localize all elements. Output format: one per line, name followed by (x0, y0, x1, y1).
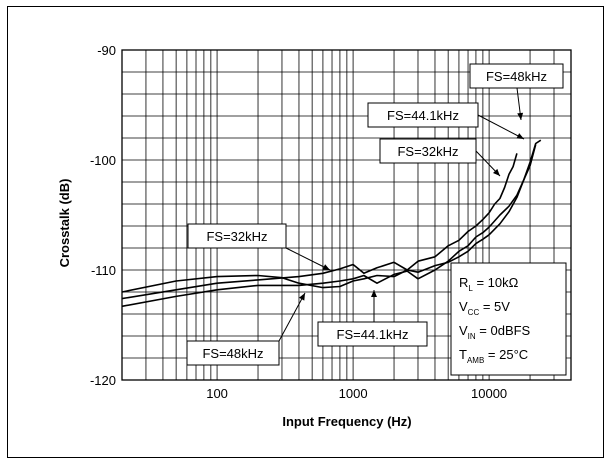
annotation-arrowhead (371, 290, 377, 297)
plot-area (121, 49, 572, 381)
x-tick-label: 1000 (339, 386, 368, 401)
annotation-arrowhead (517, 112, 524, 120)
y-axis-label: Crosstalk (dB) (57, 179, 72, 268)
annotation-box (187, 223, 287, 249)
annotation-leader (285, 247, 331, 271)
annotation-leader (477, 114, 525, 140)
annotation-box (317, 321, 428, 347)
x-tick-label: 100 (206, 386, 228, 401)
y-tick-label: -90 (97, 43, 116, 58)
series-line-3 (121, 139, 542, 293)
condition-rl: RL = 10kΩ (459, 275, 519, 293)
condition-vcc: VCC = 5V (459, 299, 510, 317)
series-line-1 (121, 153, 518, 300)
y-tick-label: -120 (90, 373, 116, 388)
condition-vin: VIN = 0dBFS (459, 323, 531, 341)
series-lines (121, 139, 542, 308)
conditions-box-border (450, 262, 567, 376)
series-line-2 (121, 144, 537, 308)
annotation-arrowhead (322, 264, 330, 270)
annotation-box (379, 138, 477, 164)
annotation-label: FS=32kHz (397, 144, 458, 159)
annotation-label: FS=48kHz (202, 346, 263, 361)
y-tick-label: -100 (90, 153, 116, 168)
condition-tamb: TAMB = 25°C (459, 347, 528, 365)
annotation-label: FS=44.1kHz (387, 108, 459, 123)
annotation-box (186, 340, 280, 366)
conditions-box: RL = 10kΩ VCC = 5V VIN = 0dBFS TAMB = 25… (450, 262, 567, 376)
y-tick-label: -110 (91, 263, 116, 278)
annotation-label: FS=32kHz (206, 229, 267, 244)
x-tick-label: 10000 (471, 386, 507, 401)
annotation-arrowhead (516, 133, 524, 139)
annotation-label: FS=44.1kHz (337, 327, 409, 342)
annotation-arrowhead (493, 168, 500, 176)
annotations: FS=32kHz FS=48kHz FS=44.1kHz FS=48kHz FS=44.… (186, 63, 564, 366)
annotation-leader (278, 292, 306, 342)
annotation-box (367, 102, 479, 128)
x-axis-label: Input Frequency (Hz) (282, 414, 411, 429)
annotation-label: FS=48kHz (486, 69, 547, 84)
annotation-arrowhead (299, 293, 305, 301)
figure-frame (7, 6, 604, 458)
annotation-box (469, 63, 564, 89)
axis-ticks: 100 1000 10000 -90 -100 -110 -120 (90, 43, 507, 401)
